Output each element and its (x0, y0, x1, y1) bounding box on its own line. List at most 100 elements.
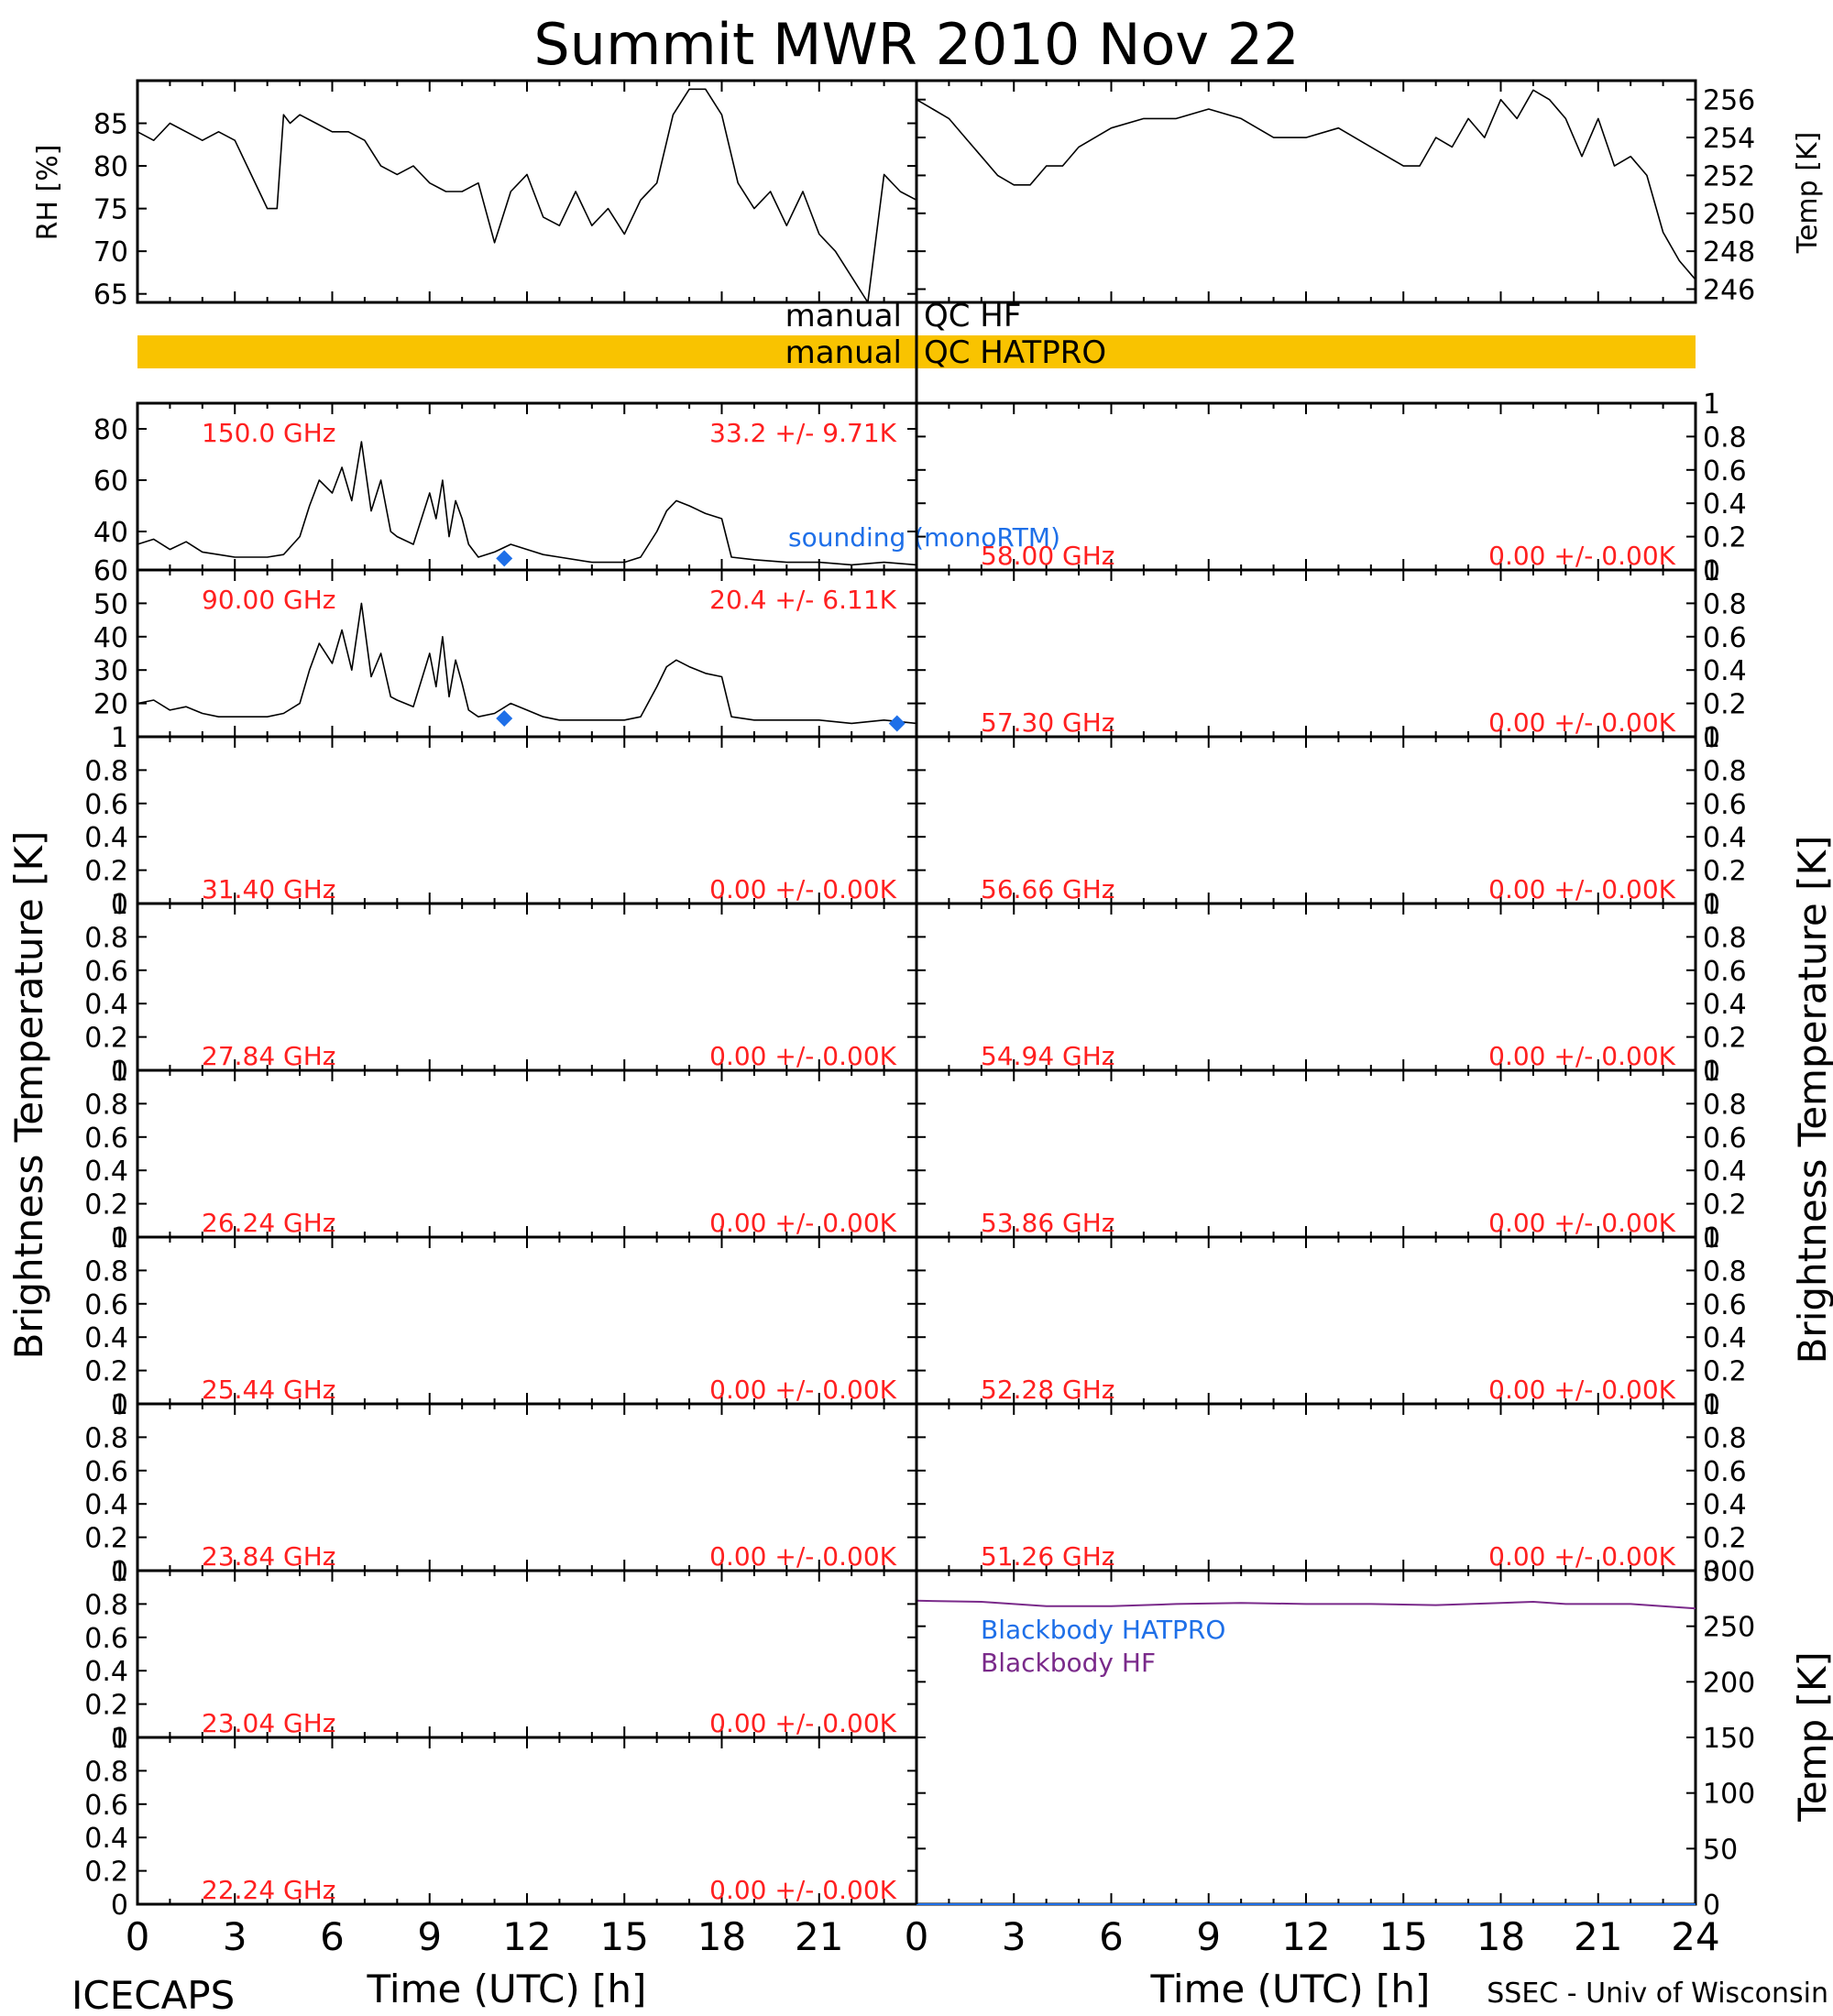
bt-right-3-ytick-label: 0.8 (1703, 922, 1747, 954)
blackbody-legend-0: Blackbody HATPRO (981, 1615, 1225, 1645)
bt-left-8-ytick-label: 1 (111, 1723, 128, 1755)
rh-panel-xticks (137, 81, 917, 302)
bt-left-7-ytick-label: 0.6 (84, 1623, 128, 1655)
temp-panel-ytick-label: 254 (1703, 123, 1755, 155)
bt-right-6-ytick-label: 0.2 (1703, 1523, 1747, 1555)
icecaps-label: ICECAPS (71, 1973, 235, 2016)
bt-right-1-ytick-label: 1 (1703, 555, 1720, 587)
bt-left-8-ytick-label: 0.8 (84, 1756, 128, 1788)
x-tick-label-right: 21 (1574, 1914, 1622, 1959)
bt-left-8-ytick-label: 0.2 (84, 1857, 128, 1889)
bt-left-3-stats-label: 0.00 +/- 0.00K (709, 1041, 896, 1071)
x-tick-label-right: 9 (1196, 1914, 1221, 1959)
bt-right-6-ytick-label: 0.4 (1703, 1489, 1747, 1521)
bt-right-2-freq-label: 56.66 GHz (981, 874, 1115, 904)
bt-left-5-ytick-label: 0.8 (84, 1255, 128, 1287)
bt-right-1-ytick-label: 0.8 (1703, 588, 1747, 620)
bt-left-7-ytick-label: 0.2 (84, 1690, 128, 1722)
bt-right-4-ytick-label: 0.2 (1703, 1189, 1747, 1222)
blackbody-panel-ytick-label: 150 (1703, 1723, 1755, 1755)
bt-left-8-ytick-label: 0.6 (84, 1790, 128, 1822)
temp-panel-xticks (916, 81, 1696, 302)
bt-right-5-freq-label: 52.28 GHz (981, 1375, 1115, 1405)
bt-left-2-ytick-label: 0 (111, 889, 128, 921)
bt-left-1-stats-label: 20.4 +/- 6.11K (709, 585, 896, 615)
rh-panel-ytick-label: 75 (93, 194, 128, 226)
bt-left-1-freq-label: 90.00 GHz (202, 585, 336, 615)
bt-left-4-ytick-label: 0.2 (84, 1189, 128, 1222)
x-tick-label-right: 18 (1476, 1914, 1525, 1959)
blackbody-panel-ylabel: Temp [K] (1790, 1651, 1833, 1823)
bt-left-0-stats-label: 33.2 +/- 9.71K (709, 418, 896, 448)
bt-right-0-ytick-label: 0.2 (1703, 522, 1747, 554)
bt-left-6-ytick-label: 0.2 (84, 1523, 128, 1555)
temp-panel-frame (915, 79, 1697, 304)
bt-left-2-freq-label: 31.40 GHz (202, 874, 336, 904)
bt-left-4-ytick-label: 0 (111, 1222, 128, 1255)
bt-right-0-stats-label: 0.00 +/- 0.00K (1488, 541, 1675, 571)
bt-left-3-ytick-label: 0.8 (84, 922, 128, 954)
x-axis-label-right: Time (UTC) [h] (1150, 1967, 1431, 2011)
bt-left-1-sounding-marker (888, 715, 906, 732)
bt-right-2-ytick-label: 0.4 (1703, 822, 1747, 854)
bt-right-0-ytick-label: 0.6 (1703, 455, 1747, 488)
bt-left-4-ytick-label: 0.6 (84, 1123, 128, 1155)
bt-left-6-ytick-label: 1 (111, 1389, 128, 1421)
qc-label-left-0: manual (785, 298, 902, 334)
bt-right-5-ytick-label: 0.6 (1703, 1289, 1747, 1321)
bt-left-7-ytick-label: 0 (111, 1723, 128, 1755)
rh-panel-ytick-label: 80 (93, 151, 128, 183)
bt-right-2-ytick-label: 0.2 (1703, 856, 1747, 888)
bt-right-0-ytick-label: 0.4 (1703, 488, 1747, 520)
qc-label-right-0: QC HF (924, 298, 1021, 334)
temp-panel-ytick-label: 252 (1703, 160, 1755, 192)
bt-left-2-ytick-label: 0.8 (84, 755, 128, 787)
bt-left-0-ytick-label: 80 (93, 414, 128, 446)
bt-right-0-ytick-label: 0.8 (1703, 422, 1747, 454)
bt-left-4-xticks (137, 1070, 917, 1237)
bt-left-7-xticks (137, 1571, 917, 1737)
bt-left-6-freq-label: 23.84 GHz (202, 1541, 336, 1572)
bt-left-2-ytick-label: 1 (111, 722, 128, 754)
temp-panel-ytick-label: 256 (1703, 85, 1755, 117)
bt-right-4-freq-label: 53.86 GHz (981, 1208, 1115, 1238)
x-tick-label-right: 6 (1099, 1914, 1124, 1959)
x-tick-label-right: 3 (1002, 1914, 1026, 1959)
rh-panel-line (137, 88, 917, 303)
bt-left-7-ytick-label: 1 (111, 1556, 128, 1588)
temp-panel-ytick-label: 248 (1703, 236, 1755, 268)
bt-right-5-ytick-label: 0.8 (1703, 1255, 1747, 1287)
x-tick-label-left: 3 (223, 1914, 247, 1959)
bt-right-2-stats-label: 0.00 +/- 0.00K (1488, 874, 1675, 904)
x-tick-label-left: 0 (126, 1914, 150, 1959)
bt-right-6-freq-label: 51.26 GHz (981, 1541, 1115, 1572)
blackbody-legend-1: Blackbody HF (981, 1648, 1156, 1678)
bt-right-1-xticks (916, 570, 1696, 737)
bt-left-1-ytick-label: 60 (93, 555, 128, 587)
bt-right-2-ytick-label: 0.6 (1703, 789, 1747, 821)
bt-left-3-xticks (137, 904, 917, 1070)
bt-left-6-stats-label: 0.00 +/- 0.00K (709, 1541, 896, 1572)
blackbody-series-1 (916, 1599, 1696, 1610)
bt-right-3-freq-label: 54.94 GHz (981, 1041, 1115, 1071)
bt-left-4-ytick-label: 1 (111, 1056, 128, 1088)
bt-left-2-ytick-label: 0.2 (84, 856, 128, 888)
bt-left-3-ytick-label: 0.6 (84, 956, 128, 988)
bt-axis-label-right: Brightness Temperature [K] (1790, 836, 1833, 1364)
bt-right-0-ytick-label: 1 (1703, 389, 1720, 421)
bt-left-2-stats-label: 0.00 +/- 0.00K (709, 874, 896, 904)
bt-left-1-ytick-label: 20 (93, 689, 128, 721)
bt-left-8-xticks (137, 1737, 917, 1904)
x-axis-label-left: Time (UTC) [h] (367, 1967, 647, 2011)
bt-right-6-stats-label: 0.00 +/- 0.00K (1488, 1541, 1675, 1572)
bt-right-6-ytick-label: 0 (1703, 1556, 1720, 1588)
bt-right-2-ytick-label: 1 (1703, 722, 1720, 754)
bt-right-6-ytick-label: 0.6 (1703, 1456, 1747, 1488)
bt-right-2-ytick-label: 0 (1703, 889, 1720, 921)
bt-right-4-ytick-label: 1 (1703, 1056, 1720, 1088)
x-tick-label-left: 18 (697, 1914, 746, 1959)
bt-right-4-stats-label: 0.00 +/- 0.00K (1488, 1208, 1675, 1238)
bt-right-0-ytick-label: 0 (1703, 555, 1720, 587)
